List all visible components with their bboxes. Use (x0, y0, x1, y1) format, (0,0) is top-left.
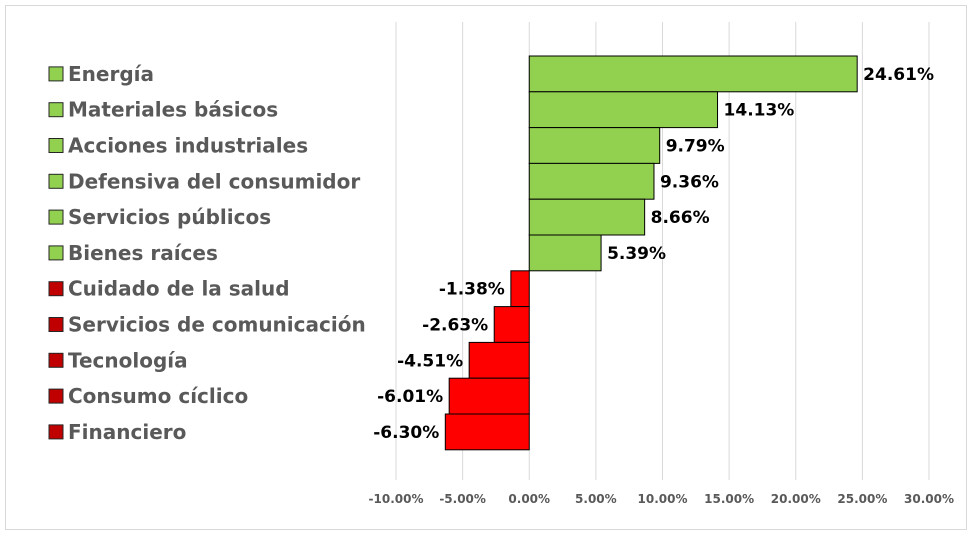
bar (528, 234, 602, 272)
bar (528, 162, 655, 200)
bar (510, 270, 530, 308)
legend-marker (48, 66, 64, 82)
x-axis-ticks: -10.00% -5.00% 0.00% 5.00% 10.00% 15.00% 20.00… (369, 492, 954, 506)
bars (444, 55, 858, 451)
legend-marker (48, 173, 64, 189)
value-label: 14.13% (724, 101, 795, 121)
x-tick-label: 25.00% (837, 492, 887, 506)
x-tick-label: -5.00% (439, 492, 486, 506)
category-label: Cuidado de la salud (68, 277, 290, 301)
value-labels: 24.61% 14.13% 9.79% 9.36% 8.66% 5.39% -1.38% -2… (373, 65, 934, 443)
legend-marker (48, 209, 64, 225)
value-label: 9.79% (666, 137, 725, 157)
legend-marker (48, 281, 64, 297)
bar (448, 377, 530, 415)
bar (528, 198, 646, 236)
legend-marker (48, 317, 64, 332)
category-label: Defensiva del consumidor (68, 169, 360, 193)
category-legend: Energía Materiales básicos Acciones indust… (48, 62, 366, 444)
category-label: Bienes raíces (68, 241, 218, 265)
category-label: Consumo cíclico (68, 384, 248, 408)
category-label: Servicios públicos (68, 205, 271, 229)
x-tick-label: 5.00% (575, 492, 617, 506)
value-label: -4.51% (397, 351, 463, 371)
bar (444, 413, 530, 451)
bar (468, 341, 530, 379)
value-label: 5.39% (607, 244, 666, 264)
category-label: Servicios de comunicación (68, 313, 366, 337)
category-label: Tecnología (68, 348, 188, 372)
category-label: Acciones industriales (68, 134, 308, 158)
category-label: Financiero (68, 420, 186, 444)
value-label: 9.36% (660, 172, 719, 192)
x-tick-label: -10.00% (369, 492, 424, 506)
bar (528, 127, 661, 164)
x-tick-label: 0.00% (508, 492, 550, 506)
legend-marker (48, 424, 64, 440)
legend-marker (48, 245, 64, 261)
value-label: -1.38% (439, 280, 505, 300)
category-label: Energía (68, 62, 154, 86)
value-label: -2.63% (422, 316, 488, 336)
x-tick-label: 30.00% (904, 492, 954, 506)
legend-marker (48, 388, 64, 404)
x-tick-label: 15.00% (704, 492, 754, 506)
grid-lines (395, 22, 930, 480)
legend-marker (48, 352, 64, 368)
legend-marker (48, 138, 64, 153)
bar (528, 91, 719, 129)
value-label: 8.66% (651, 208, 710, 228)
x-tick-label: 20.00% (771, 492, 821, 506)
x-tick-label: 10.00% (638, 492, 688, 506)
legend-marker (48, 102, 64, 118)
category-label: Materiales básicos (68, 98, 278, 122)
value-label: 24.61% (863, 65, 934, 85)
bar (528, 55, 858, 93)
value-label: -6.30% (373, 423, 439, 443)
value-label: -6.01% (377, 387, 443, 407)
bar (493, 306, 530, 343)
